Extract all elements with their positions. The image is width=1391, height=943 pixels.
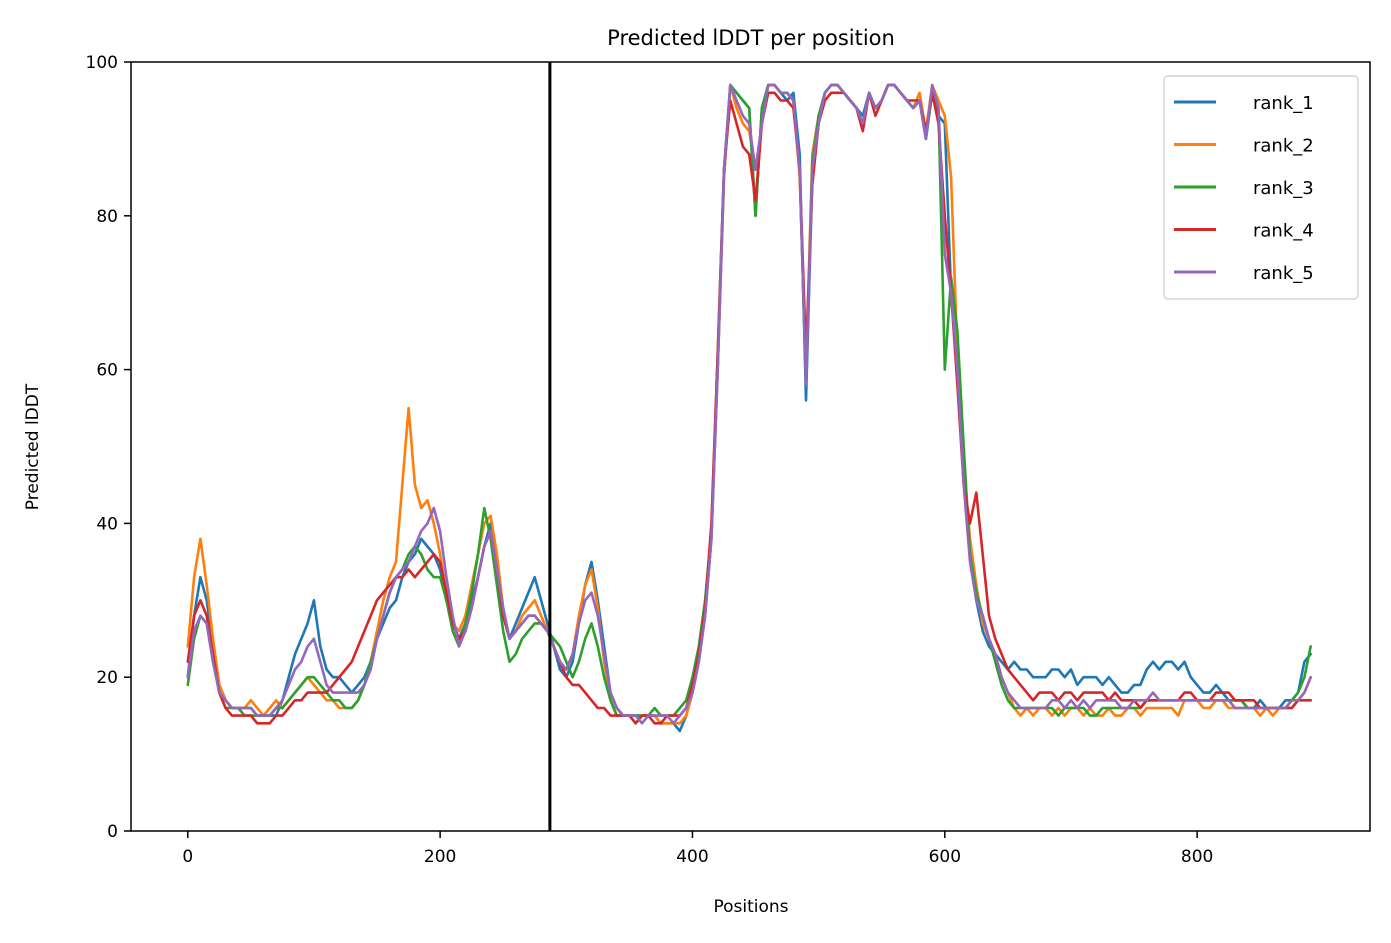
y-tick-label: 20 bbox=[96, 668, 118, 688]
x-tick-label: 400 bbox=[676, 847, 708, 867]
series-line-rank_5 bbox=[186, 83, 1312, 725]
legend-label-rank_4: rank_4 bbox=[1253, 221, 1314, 242]
legend-box bbox=[1163, 75, 1359, 300]
y-tick-label: 60 bbox=[96, 361, 118, 381]
y-tick-label: 0 bbox=[107, 822, 118, 842]
chart-title: Predicted lDDT per position bbox=[607, 26, 895, 50]
legend-label-rank_3: rank_3 bbox=[1253, 178, 1314, 199]
y-tick-label: 40 bbox=[96, 514, 118, 534]
series-layer bbox=[186, 83, 1312, 733]
x-tick-label: 600 bbox=[929, 847, 961, 867]
x-tick-label: 200 bbox=[424, 847, 456, 867]
y-axis-ticks: 0 20 40 60 80 100 bbox=[86, 53, 131, 842]
x-axis-label: Positions bbox=[713, 897, 788, 917]
series-line-rank_3 bbox=[186, 83, 1312, 717]
series-line-rank_4 bbox=[186, 83, 1312, 725]
plot-area-frame bbox=[130, 61, 1371, 832]
legend-label-rank_1: rank_1 bbox=[1253, 93, 1314, 114]
x-axis-ticks: 0 200 400 600 800 bbox=[182, 831, 1213, 867]
x-tick-label: 0 bbox=[182, 847, 193, 867]
series-line-rank_2 bbox=[186, 83, 1312, 725]
y-tick-label: 100 bbox=[86, 53, 118, 73]
y-tick-label: 80 bbox=[96, 207, 118, 227]
legend-label-rank_2: rank_2 bbox=[1253, 136, 1314, 157]
series-line-rank_1 bbox=[186, 83, 1312, 733]
legend-label-rank_5: rank_5 bbox=[1253, 263, 1314, 284]
x-tick-label: 800 bbox=[1181, 847, 1213, 867]
y-axis-label: Predicted lDDT bbox=[23, 383, 43, 510]
legend: rank_1 rank_2 rank_3 rank_4 rank_5 bbox=[1163, 75, 1359, 300]
